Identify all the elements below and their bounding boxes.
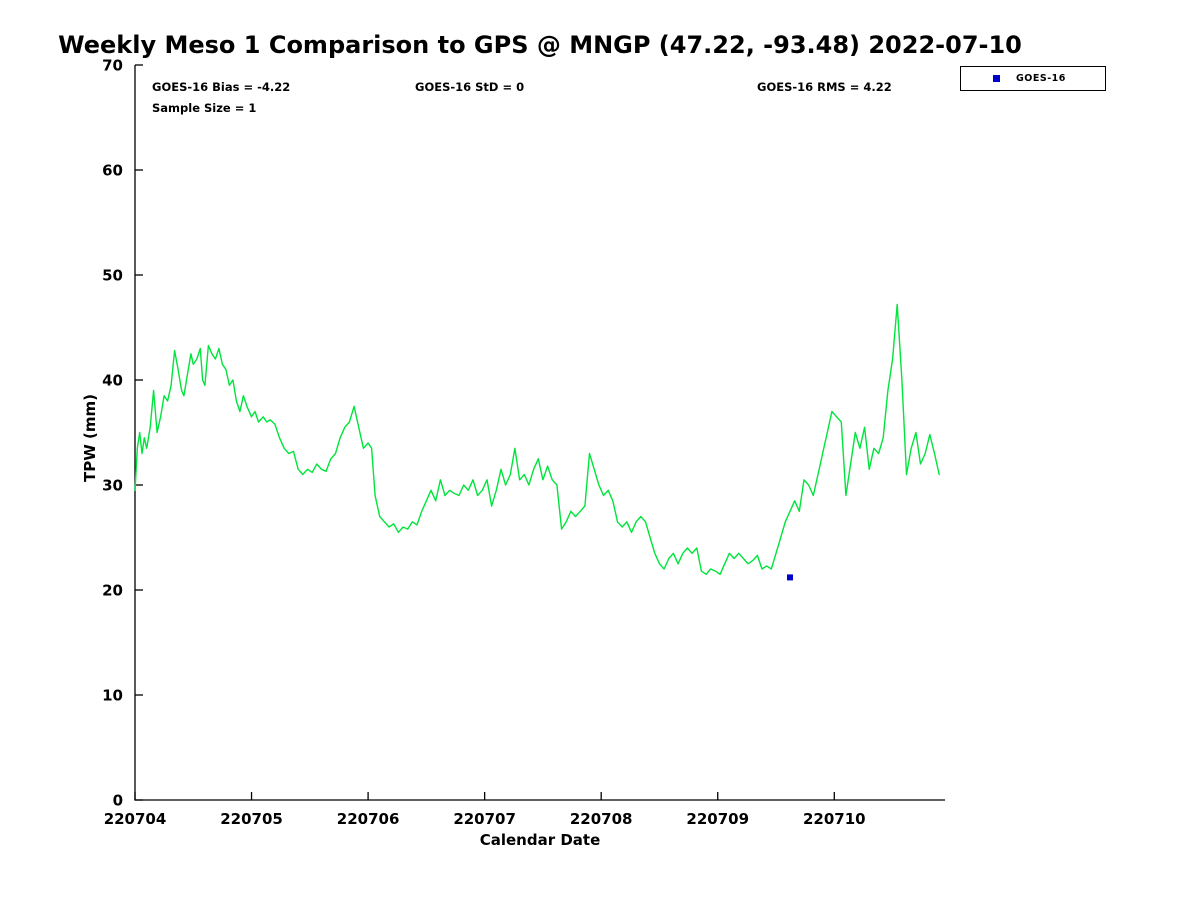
annotation-bias: GOES-16 Bias = -4.22 xyxy=(152,80,291,94)
gps-tpw-line xyxy=(134,303,940,575)
y-tick-label: 60 xyxy=(102,162,123,180)
y-tick-label: 40 xyxy=(102,372,123,390)
y-tick-label: 50 xyxy=(102,267,123,285)
y-axis-label: TPW (mm) xyxy=(81,394,99,482)
x-axis-label: Calendar Date xyxy=(479,831,601,849)
y-tick-label: 0 xyxy=(113,792,123,810)
annotation-sample-size: Sample Size = 1 xyxy=(152,101,257,115)
x-tick-label: 220706 xyxy=(337,810,400,828)
x-tick-label: 220705 xyxy=(220,810,283,828)
legend-label-goes16: GOES-16 xyxy=(1016,73,1066,84)
axis-lines xyxy=(134,65,945,801)
y-tick-label: 20 xyxy=(102,582,123,600)
annotation-rms: GOES-16 RMS = 4.22 xyxy=(757,80,892,94)
chart-title: Weekly Meso 1 Comparison to GPS @ MNGP (… xyxy=(58,31,1022,59)
legend-box: GOES-16 xyxy=(960,66,1106,91)
x-tick-label: 220709 xyxy=(686,810,749,828)
x-tick-label: 220708 xyxy=(570,810,633,828)
y-tick-label: 30 xyxy=(102,477,123,495)
goes16-marker xyxy=(786,574,793,581)
x-tick-label: 220707 xyxy=(453,810,516,828)
legend-square-marker-icon xyxy=(993,75,1000,82)
annotation-std: GOES-16 StD = 0 xyxy=(415,80,525,94)
y-tick-label: 70 xyxy=(102,57,123,75)
x-tick-label: 220704 xyxy=(104,810,167,828)
x-tick-label: 220710 xyxy=(803,810,866,828)
y-tick-label: 10 xyxy=(102,687,123,705)
